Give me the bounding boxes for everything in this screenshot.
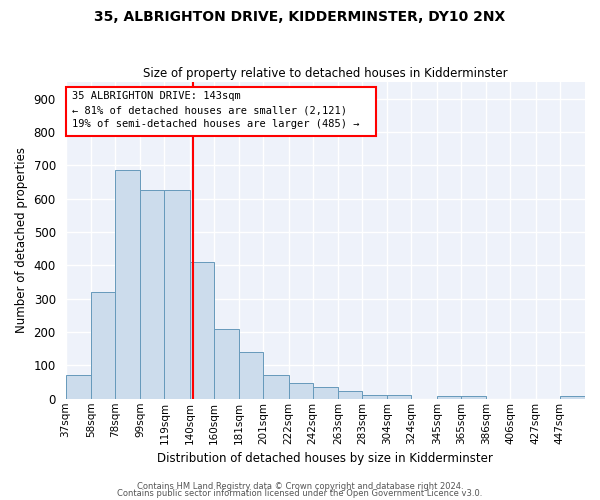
Y-axis label: Number of detached properties: Number of detached properties (15, 148, 28, 334)
Bar (289, 383, 313, 399)
Text: ← 81% of detached houses are smaller (2,121): ← 81% of detached houses are smaller (2,… (71, 105, 347, 115)
Text: Contains public sector information licensed under the Open Government Licence v3: Contains public sector information licen… (118, 489, 482, 498)
Bar (164, 190, 190, 399)
Bar (190, 262, 214, 399)
Bar (115, 170, 140, 399)
Text: 35, ALBRIGHTON DRIVE, KIDDERMINSTER, DY10 2NX: 35, ALBRIGHTON DRIVE, KIDDERMINSTER, DY1… (94, 10, 506, 24)
Text: 19% of semi-detached houses are larger (485) →: 19% of semi-detached houses are larger (… (71, 119, 359, 129)
Bar (313, 387, 338, 399)
Bar (263, 376, 289, 399)
Bar (239, 352, 263, 399)
X-axis label: Distribution of detached houses by size in Kidderminster: Distribution of detached houses by size … (157, 452, 493, 465)
Bar (91, 292, 115, 399)
Text: 35 ALBRIGHTON DRIVE: 143sqm: 35 ALBRIGHTON DRIVE: 143sqm (71, 91, 241, 101)
Bar (560, 396, 585, 399)
Bar (437, 396, 461, 399)
Title: Size of property relative to detached houses in Kidderminster: Size of property relative to detached ho… (143, 66, 508, 80)
Bar (461, 396, 486, 399)
Text: Contains HM Land Registry data © Crown copyright and database right 2024.: Contains HM Land Registry data © Crown c… (137, 482, 463, 491)
Bar (362, 395, 388, 399)
Bar (338, 392, 362, 399)
Bar (388, 395, 412, 399)
Bar (214, 330, 239, 399)
Bar (65, 375, 91, 399)
FancyBboxPatch shape (65, 87, 376, 136)
Bar (140, 190, 164, 399)
